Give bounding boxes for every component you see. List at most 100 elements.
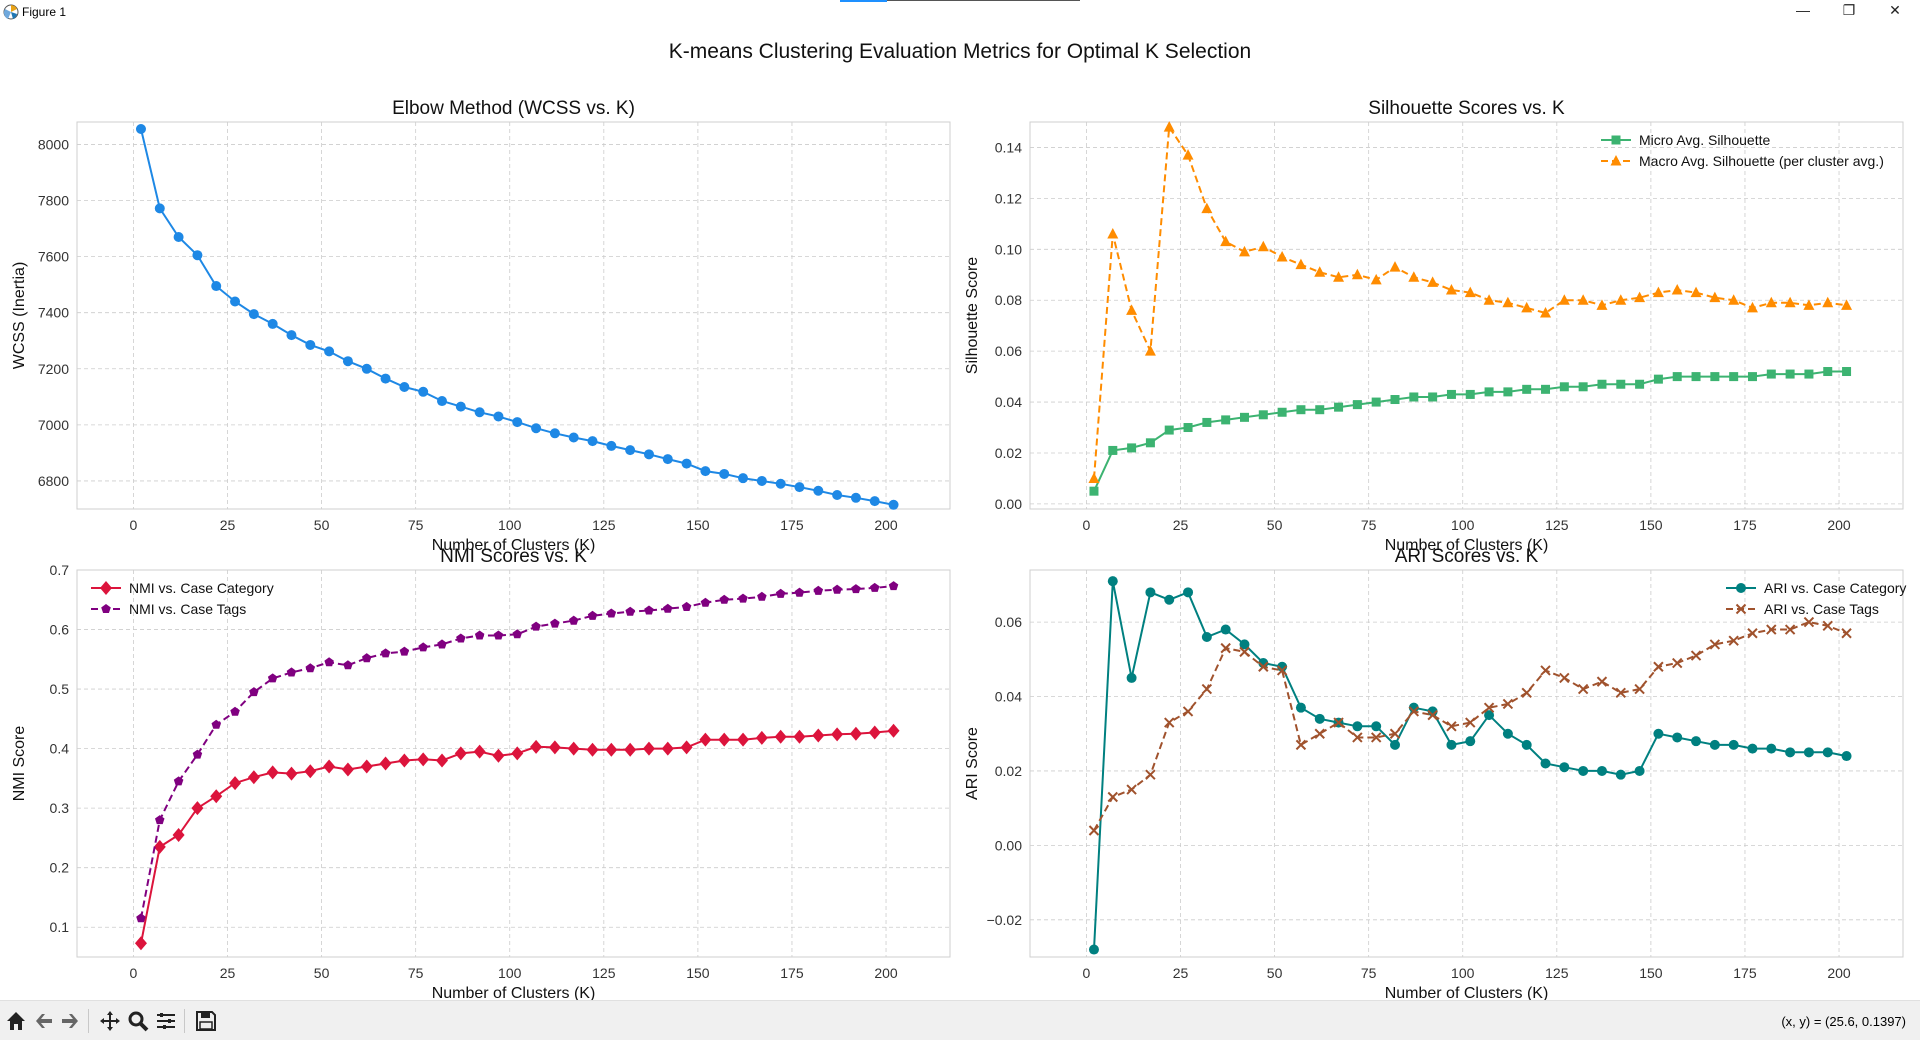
data-point — [1709, 739, 1720, 750]
data-point — [455, 401, 466, 412]
save-icon[interactable] — [194, 1009, 218, 1033]
data-point — [587, 436, 598, 447]
y-tick-label: 7800 — [38, 193, 69, 209]
legend: Micro Avg. Silhouette Macro Avg. Silhouet… — [1601, 132, 1884, 169]
data-point — [1841, 628, 1852, 639]
data-point — [1558, 294, 1570, 305]
data-point — [719, 594, 729, 604]
subplot-3: 0 25 50 75 100 125 150 175 200 0.1 0.2 0.3 0.4 0.5 0.6… — [11, 546, 951, 1002]
data-point — [1728, 739, 1739, 750]
data-point — [757, 591, 767, 601]
data-point — [755, 730, 768, 745]
series-2 — [1088, 616, 1852, 836]
data-point — [1804, 369, 1814, 379]
data-point — [1803, 747, 1814, 758]
data-point — [379, 756, 392, 771]
x-tick-label: 175 — [1733, 965, 1757, 981]
data-point — [399, 382, 410, 393]
data-point — [1578, 765, 1589, 776]
data-point — [1145, 438, 1155, 448]
data-point — [625, 606, 635, 616]
data-point — [1088, 825, 1100, 836]
y-tick-label: 7200 — [38, 361, 69, 377]
legend-marker — [1735, 603, 1747, 615]
close-button[interactable]: ✕ — [1889, 2, 1901, 18]
back-arrow-icon[interactable] — [32, 1009, 56, 1033]
data-point — [1107, 576, 1118, 587]
data-point — [1371, 397, 1381, 407]
legend-marker — [101, 604, 111, 613]
x-tick-label: 25 — [220, 517, 236, 533]
x-tick-label: 200 — [874, 517, 898, 533]
data-point — [568, 432, 579, 443]
data-point — [1220, 624, 1231, 635]
data-point — [1163, 121, 1175, 132]
data-point — [249, 687, 259, 697]
data-point — [1334, 402, 1344, 412]
x-tick-label: 125 — [592, 965, 616, 981]
maximize-button[interactable]: ❐ — [1842, 2, 1856, 18]
data-point — [341, 762, 354, 777]
pan-icon[interactable] — [98, 1009, 122, 1033]
data-point — [1409, 392, 1419, 402]
data-point — [1465, 736, 1476, 747]
x-axis-label: Number of Clusters (K) — [432, 537, 596, 554]
figure-suptitle: K-means Clustering Evaluation Metrics fo… — [669, 40, 1251, 63]
legend-label: Micro Avg. Silhouette — [1639, 132, 1770, 148]
data-point — [211, 719, 221, 729]
data-point — [1370, 273, 1382, 285]
data-point — [1239, 412, 1249, 422]
data-point — [323, 759, 336, 774]
window-title: Figure 1 — [22, 5, 67, 19]
data-point — [153, 839, 166, 854]
y-tick-label: 0.6 — [50, 622, 70, 638]
data-point — [154, 203, 165, 214]
data-point — [155, 815, 165, 825]
data-point — [512, 417, 523, 428]
configure-subplots-icon[interactable] — [154, 1009, 178, 1033]
y-tick-label: −0.02 — [987, 912, 1023, 928]
figure-canvas[interactable]: K-means Clustering Evaluation Metrics fo… — [0, 24, 1920, 1002]
data-point — [1766, 369, 1776, 379]
y-tick-label: 6800 — [38, 473, 69, 489]
forward-arrow-icon[interactable] — [58, 1009, 82, 1033]
data-point — [1258, 661, 1269, 672]
data-point — [1314, 713, 1325, 724]
data-point — [1238, 245, 1250, 257]
y-axis-label: NMI Score — [11, 726, 28, 802]
data-point — [1164, 425, 1174, 435]
data-point — [1390, 739, 1401, 750]
data-point — [1107, 791, 1118, 803]
x-tick-label: 100 — [498, 965, 522, 981]
data-point — [1276, 665, 1288, 676]
data-point — [1822, 747, 1833, 758]
y-tick-label: 0.5 — [50, 681, 70, 697]
x-tick-label: 125 — [1545, 517, 1569, 533]
data-point — [1202, 417, 1212, 427]
data-point — [569, 615, 579, 625]
data-point — [134, 936, 147, 951]
data-point — [849, 726, 862, 741]
data-point — [813, 485, 824, 496]
data-point — [1559, 762, 1570, 773]
home-icon[interactable] — [4, 1009, 28, 1033]
data-point — [1765, 296, 1777, 308]
data-point — [1144, 345, 1156, 356]
data-point — [286, 330, 297, 341]
data-point — [1785, 369, 1795, 379]
zoom-icon[interactable] — [126, 1009, 150, 1033]
legend-label: ARI vs. Case Category — [1764, 580, 1906, 596]
data-point — [417, 752, 430, 767]
data-point — [360, 759, 373, 774]
data-point — [1483, 294, 1495, 305]
x-axis-label: Number of Clusters (K) — [1385, 985, 1549, 1000]
minimize-button[interactable]: — — [1796, 2, 1810, 18]
data-point — [136, 913, 146, 923]
series-2 — [136, 581, 899, 923]
data-point — [774, 729, 787, 744]
data-point — [869, 496, 880, 507]
data-point — [192, 749, 203, 759]
axes-background — [77, 570, 950, 957]
series-1 — [1089, 367, 1852, 496]
data-point — [135, 124, 146, 135]
